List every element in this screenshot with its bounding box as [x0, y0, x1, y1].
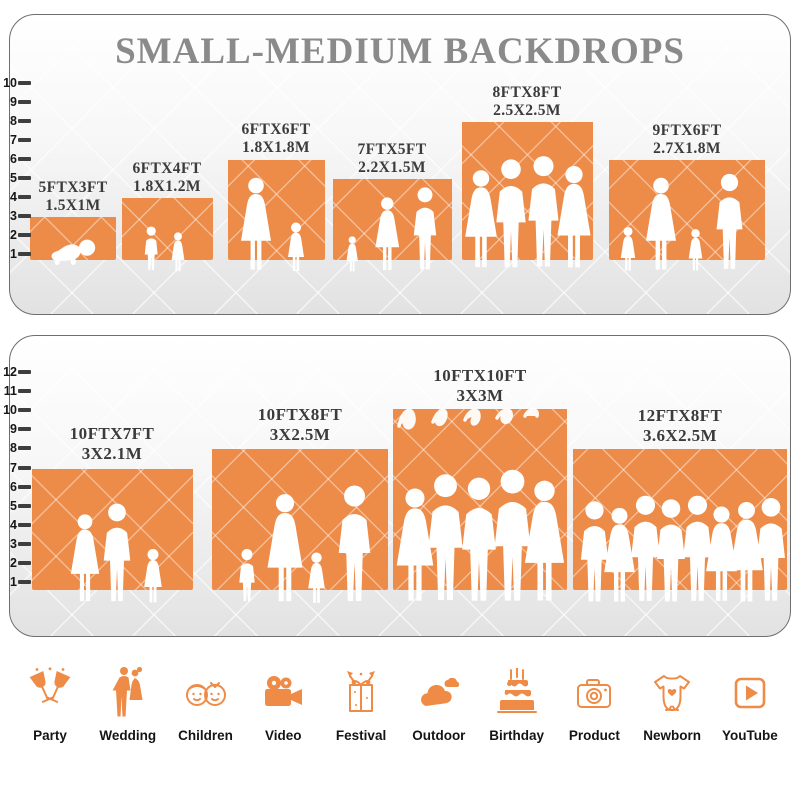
backdrop-bar-6x4ft	[122, 198, 213, 272]
category-label: Party	[33, 728, 67, 743]
ruler2-tick-12: 12	[0, 365, 31, 379]
backdrop-bar-8x8ft	[462, 122, 593, 268]
ruler2-tick-7: 7	[0, 461, 31, 475]
backdrop-bar-7x5ft	[333, 179, 452, 272]
ruler2-tick-2: 2	[0, 556, 31, 570]
category-label: Children	[178, 728, 233, 743]
size-label-5x3: 5FTX3FT 1.5X1M	[38, 179, 108, 214]
people-silhouette	[346, 187, 437, 272]
people-silhouette	[239, 485, 371, 603]
category-wedding: Wedding	[94, 664, 162, 743]
party-glasses-icon	[27, 664, 73, 722]
ruler-tick-1: 1	[0, 247, 31, 261]
size-label-7x5: 7FTX5FT 2.2X1.5M	[357, 141, 427, 176]
category-video: Video	[249, 664, 317, 743]
backdrop-bar-10x10ft	[393, 407, 567, 601]
category-birthday: Birthday	[483, 664, 551, 743]
watermark-script	[397, 407, 539, 430]
people-silhouette	[396, 469, 565, 601]
ruler-tick-7: 7	[0, 133, 31, 147]
clouds-icon	[417, 664, 461, 722]
category-label: Product	[568, 728, 620, 743]
category-label: Newborn	[643, 728, 701, 743]
size-label-12x8: 12FTX8FT 3.6X2.5M	[637, 406, 723, 445]
ruler2-tick-5: 5	[0, 499, 31, 513]
category-row: Party Wedding	[16, 664, 784, 743]
gift-box-icon	[341, 664, 381, 722]
size-label-9x6: 9FTX6FT 2.7X1.8M	[652, 122, 722, 157]
people-silhouette	[620, 173, 743, 271]
size-label-10x7: 10FTX7FT 3X2.1M	[69, 424, 155, 463]
people-silhouette	[51, 239, 96, 265]
ruler-tick-5: 5	[0, 171, 31, 185]
size-label-6x6: 6FTX6FT 1.8X1.8M	[241, 121, 311, 156]
size-label-6x4: 6FTX4FT 1.8X1.2M	[132, 160, 202, 195]
category-label: Festival	[335, 728, 387, 743]
ruler-tick-9: 9	[0, 95, 31, 109]
category-label: Wedding	[99, 728, 157, 743]
ruler2-tick-9: 9	[0, 422, 31, 436]
backdrop-bar-6x6ft	[228, 160, 325, 271]
ruler-tick-10: 10	[0, 76, 31, 90]
video-camera-icon	[261, 664, 305, 722]
ruler2-tick-1: 1	[0, 575, 31, 589]
ruler2-tick-10: 10	[0, 403, 31, 417]
people-silhouette	[70, 503, 162, 603]
category-label: Video	[265, 728, 302, 743]
backdrop-bar-10x8ft	[212, 449, 388, 603]
ruler2-tick-11: 11	[0, 384, 31, 398]
ruler-tick-3: 3	[0, 209, 31, 223]
category-outdoor: Outdoor	[405, 664, 473, 743]
category-youtube: YouTube	[716, 664, 784, 743]
photo-camera-icon	[574, 664, 614, 722]
ruler2-tick-3: 3	[0, 537, 31, 551]
people-silhouette	[241, 177, 304, 271]
backdrop-bar-5x3ft	[30, 217, 116, 265]
size-label-10x10: 10FTX10FT 3X3M	[433, 366, 527, 405]
category-festival: Festival	[327, 664, 395, 743]
category-label: Birthday	[489, 728, 544, 743]
category-label: YouTube	[722, 728, 778, 743]
ruler-tick-4: 4	[0, 190, 31, 204]
backdrop-bar-10x7ft	[32, 469, 193, 603]
size-label-10x8: 10FTX8FT 3X2.5M	[257, 405, 343, 444]
category-product: Product	[560, 664, 628, 743]
youtube-play-icon	[732, 664, 768, 722]
category-children: Children	[172, 664, 240, 743]
wedding-couple-icon	[111, 664, 145, 722]
people-silhouette	[465, 156, 591, 268]
ruler-tick-2: 2	[0, 228, 31, 242]
backdrop-bar-12x8ft	[573, 449, 787, 602]
backdrop-bar-9x6ft	[609, 160, 765, 271]
page-title: SMALL-MEDIUM BACKDROPS	[115, 31, 685, 72]
category-party: Party	[16, 664, 84, 743]
ruler2-tick-4: 4	[0, 518, 31, 532]
people-silhouette	[144, 226, 185, 272]
ruler-tick-8: 8	[0, 114, 31, 128]
size-label-8x8: 8FTX8FT 2.5X2.5M	[492, 84, 562, 119]
category-label: Outdoor	[412, 728, 466, 743]
ruler2-tick-8: 8	[0, 441, 31, 455]
birthday-cake-icon	[496, 664, 538, 722]
children-faces-icon	[184, 664, 228, 722]
category-newborn: Newborn	[638, 664, 706, 743]
people-silhouette	[580, 495, 785, 602]
ruler2-tick-6: 6	[0, 480, 31, 494]
ruler-tick-6: 6	[0, 152, 31, 166]
baby-onesie-icon	[651, 664, 693, 722]
